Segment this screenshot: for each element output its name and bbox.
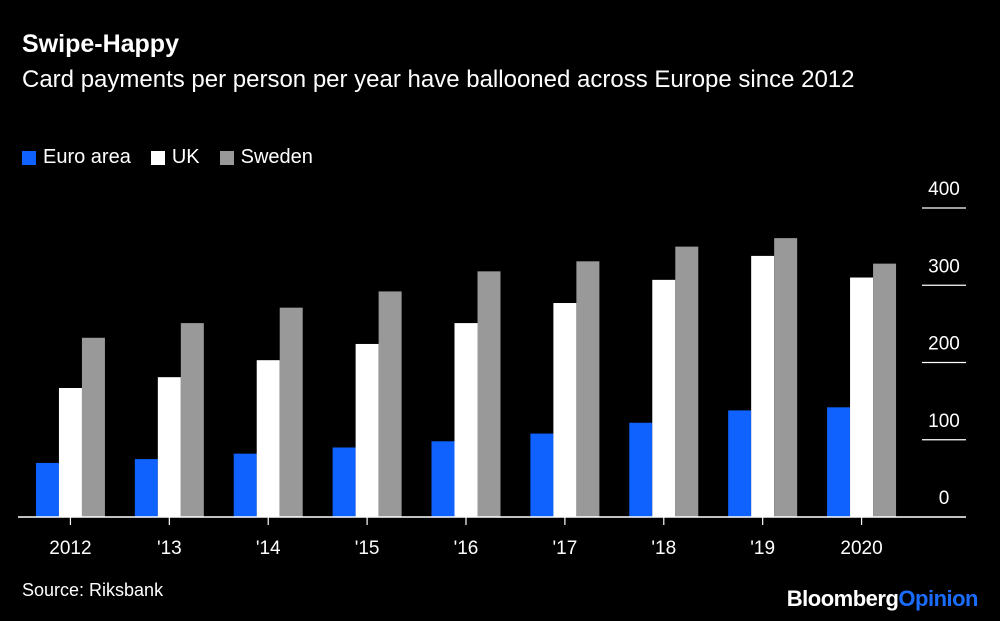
x-tick-label: 2020 [840,538,882,559]
chart-title: Swipe-Happy [22,30,179,58]
x-tick-label: '17 [553,538,578,559]
x-tick-label: '19 [750,538,775,559]
x-tick-label: '15 [355,538,380,559]
x-tick-label: '13 [157,538,182,559]
legend-label-sweden: Sweden [240,146,313,168]
bar-uk [850,277,874,517]
bloomberg-opinion-logo: BloombergOpinion [786,586,979,612]
bar-sweden [477,271,501,517]
bar-uk [355,343,379,517]
bar-euro-area [629,422,653,517]
bar-sweden [675,246,699,517]
legend-swatch-sweden [219,150,234,165]
bar-sweden [279,307,303,517]
bar-uk [454,323,478,517]
source-note: Source: Riksbank [22,580,164,600]
bar-euro-area [35,462,59,517]
legend-label-euro-area: Euro area [43,146,131,168]
legend-item-euro-area: Euro area [22,146,131,169]
bar-sweden [873,263,897,517]
x-tick-label: '16 [454,538,479,559]
bar-uk [58,387,82,517]
x-tick-label: '18 [651,538,676,559]
y-tick-label: 100 [928,411,960,432]
bar-euro-area [728,410,752,517]
brand-part-1: Bloomberg [786,586,899,611]
legend-item-uk: UK [150,146,200,169]
brand-part-2: Opinion [898,586,978,611]
x-tick-label: 2012 [49,538,91,559]
bar-sweden [81,337,105,517]
chart-subtitle: Card payments per person per year have b… [22,66,855,93]
legend-swatch-uk [150,150,165,165]
legend-item-sweden: Sweden [219,146,313,169]
legend: Euro area UK Sweden [22,146,333,169]
bar-euro-area [827,407,851,517]
bar-sweden [180,323,204,517]
bar-euro-area [233,453,257,517]
bar-uk [652,279,676,517]
y-tick-label: 300 [928,256,960,277]
bar-uk [157,377,181,517]
bar-uk [256,360,280,517]
bar-sweden [378,291,402,517]
bar-uk [553,303,577,517]
bar-euro-area [530,433,554,517]
bar-sweden [576,261,600,517]
bar-euro-area [431,441,455,517]
legend-swatch-euro-area [22,150,36,165]
y-tick-label: 200 [928,334,960,355]
bar-uk [751,255,775,517]
y-tick-label: 0 [939,488,950,509]
bar-sweden [774,238,798,517]
y-tick-label: 400 [928,179,960,200]
bar-euro-area [332,447,356,517]
x-tick-label: '14 [256,538,281,559]
legend-label-uk: UK [171,146,200,168]
bar-euro-area [134,459,158,517]
